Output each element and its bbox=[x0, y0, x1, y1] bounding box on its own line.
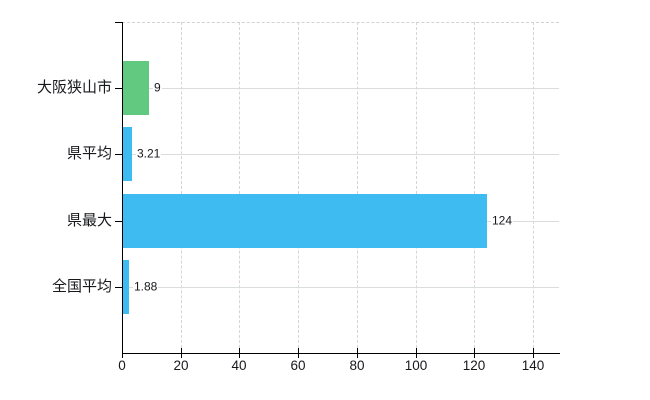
gridline-horizontal bbox=[122, 287, 559, 288]
y-axis-tick bbox=[115, 88, 122, 89]
x-tick-label: 60 bbox=[290, 358, 306, 373]
gridline-vertical bbox=[533, 22, 535, 353]
category-label: 県平均 bbox=[66, 144, 112, 162]
y-axis-tick bbox=[115, 221, 122, 222]
category-label: 全国平均 bbox=[51, 277, 112, 295]
x-tick-label: 80 bbox=[349, 358, 365, 373]
bar bbox=[123, 127, 132, 181]
gridline-horizontal bbox=[122, 154, 559, 155]
x-axis-tick bbox=[416, 348, 417, 358]
y-axis-tick bbox=[115, 22, 122, 23]
bar-value-label: 3.21 bbox=[136, 146, 162, 161]
y-axis-line bbox=[122, 22, 123, 353]
x-tick-label: 120 bbox=[462, 358, 486, 373]
x-axis-tick bbox=[474, 348, 475, 358]
x-axis-tick bbox=[239, 348, 240, 358]
x-axis-tick bbox=[181, 348, 182, 358]
gridline-vertical bbox=[298, 22, 300, 353]
gridline-vertical bbox=[415, 22, 417, 353]
x-tick-label: 20 bbox=[173, 358, 189, 373]
x-tick-label: 100 bbox=[404, 358, 428, 373]
plot-top-border bbox=[122, 22, 559, 23]
category-label: 県最大 bbox=[66, 211, 112, 229]
gridline-vertical bbox=[356, 22, 358, 353]
y-axis-tick bbox=[115, 154, 122, 155]
x-tick-label: 140 bbox=[521, 358, 545, 373]
bar-value-label: 1.88 bbox=[133, 279, 159, 294]
gridline-horizontal bbox=[122, 88, 559, 89]
bar bbox=[123, 61, 149, 115]
x-tick-label: 0 bbox=[118, 358, 126, 373]
x-axis-tick bbox=[533, 348, 534, 358]
bar-value-label: 124 bbox=[491, 213, 514, 228]
plot-area: 9 3.21 124 1.88 bbox=[122, 22, 559, 353]
x-axis-tick bbox=[122, 348, 123, 358]
bar bbox=[123, 194, 487, 248]
x-axis-tick bbox=[357, 348, 358, 358]
gridline-vertical bbox=[180, 22, 182, 353]
bar-value-label: 9 bbox=[153, 80, 162, 95]
gridline-vertical bbox=[239, 22, 241, 353]
y-axis-tick bbox=[115, 287, 122, 288]
x-axis-tick bbox=[298, 348, 299, 358]
x-axis-line bbox=[122, 353, 560, 354]
gridline-vertical bbox=[474, 22, 476, 353]
x-tick-label: 40 bbox=[231, 358, 247, 373]
category-label: 大阪狭山市 bbox=[36, 78, 112, 96]
bar bbox=[123, 260, 129, 314]
